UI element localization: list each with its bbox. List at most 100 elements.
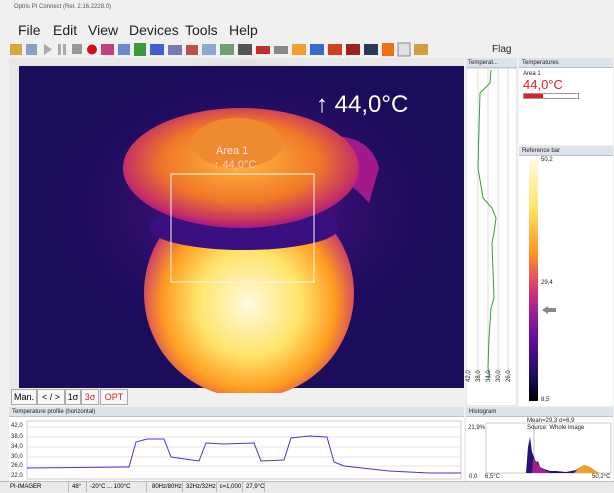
icon-digits[interactable]	[238, 44, 252, 55]
vertical-profile-plot	[466, 68, 517, 406]
icon-stop[interactable]	[72, 44, 82, 54]
icon-graph[interactable]	[202, 44, 216, 55]
menu-item[interactable]: Devices	[129, 22, 179, 38]
panel-header	[519, 146, 613, 156]
area-value: ↑ 44,0°C	[214, 159, 257, 171]
icon-play[interactable]	[44, 44, 52, 55]
axis-label: 34,0	[486, 370, 492, 382]
icon-hand[interactable]	[292, 44, 306, 55]
window-title: Optris PI Connect (Rel. 2.16.2228.0)	[14, 4, 112, 10]
toolbar-label[interactable]: Flag	[492, 44, 512, 55]
axis-label: 26,0	[11, 463, 23, 469]
icon-scale[interactable]	[382, 43, 394, 56]
menu-item[interactable]: File	[18, 22, 41, 38]
horizontal-profile-plot	[9, 417, 464, 481]
scale-pointer	[542, 306, 556, 314]
icon-settings[interactable]	[364, 44, 378, 55]
icon-pause[interactable]	[58, 44, 61, 55]
icon-fit[interactable]	[310, 44, 324, 55]
scale-label: 29,4	[541, 280, 553, 286]
axis-label: 42,0	[466, 370, 472, 382]
histogram-stats: Mean=29,3 σ=6,9	[527, 418, 575, 424]
mode-button[interactable]: OPT	[100, 389, 128, 405]
scale-label: 8,5	[541, 397, 550, 403]
icon-tool[interactable]	[186, 45, 198, 55]
panel-title: Temperature profile (horizontal)	[12, 409, 96, 415]
status-bar	[0, 481, 614, 493]
axis-label: 30,0	[496, 370, 502, 382]
icon-graph[interactable]	[220, 44, 234, 55]
mode-button[interactable]: Man.	[11, 389, 37, 405]
plot-area	[485, 422, 612, 474]
lid-knob	[192, 118, 282, 168]
pointer-arrow	[542, 306, 556, 314]
measure-area[interactable]	[170, 173, 315, 283]
plot-area	[26, 420, 462, 480]
scale-label: 50,2	[541, 157, 553, 163]
panel-title: Temperat...	[468, 60, 499, 66]
axis-label: 38,0	[476, 370, 482, 382]
axis-label: 50,2°C	[592, 474, 611, 480]
panel-header	[9, 407, 464, 417]
menu-item[interactable]: View	[88, 22, 119, 38]
icon-line[interactable]	[256, 46, 270, 54]
status-field: 32Hz/32Hz	[186, 482, 217, 492]
icon-scale[interactable]	[397, 42, 411, 57]
axis-label: 26,0	[506, 370, 512, 382]
status-field: 80Hz/80Hz	[152, 482, 183, 492]
level-bar	[523, 93, 579, 99]
status-field: 27,9°C	[246, 482, 265, 492]
histogram-bars	[532, 459, 550, 473]
axis-label: 38,0	[11, 434, 23, 440]
area-temperature: 44,0°C	[523, 77, 563, 92]
icon-open[interactable]	[10, 44, 22, 55]
panel-header	[466, 407, 613, 417]
axis-label: 6,5°C	[485, 474, 501, 480]
axis-label: 22,0	[11, 473, 23, 479]
kettle-lid	[123, 108, 359, 228]
panel-title: Reference bar	[522, 148, 561, 154]
mode-button[interactable]: < / >	[37, 389, 65, 405]
icon-pause[interactable]	[63, 44, 66, 55]
icon-snapshot[interactable]	[101, 44, 114, 55]
icon-record[interactable]	[87, 44, 97, 55]
axis-label: 42,0	[11, 423, 23, 429]
area-label: Area 1	[523, 71, 541, 77]
area-label: Area 1	[216, 145, 249, 157]
axis-label: 0,0	[469, 474, 478, 480]
histogram-plot	[466, 417, 613, 481]
icon-ruler[interactable]	[274, 46, 288, 54]
icon-palette[interactable]	[134, 43, 146, 56]
color-scale	[529, 159, 538, 401]
icon-flag[interactable]	[414, 44, 428, 55]
mode-button[interactable]: 1σ	[65, 389, 81, 405]
panel-body	[519, 68, 613, 145]
plot-area	[466, 68, 517, 406]
max-temperature: ↑ 44,0°C	[316, 91, 409, 118]
icon-bars[interactable]	[346, 44, 360, 55]
menu-item[interactable]: Edit	[53, 22, 78, 38]
histogram-source: Source: Whole image	[527, 425, 585, 431]
histogram-bars	[574, 465, 600, 473]
menu-item[interactable]: Tools	[185, 22, 218, 38]
icon-copy[interactable]	[118, 44, 130, 55]
status-field: ε=1,000	[220, 482, 243, 492]
axis-label: 34,0	[11, 444, 23, 450]
panel-title: Temperatures	[522, 60, 559, 66]
panel-header	[519, 58, 613, 68]
profile-line	[26, 435, 461, 474]
panel-title: Histogram	[469, 409, 497, 415]
status-field: -20°C ... 100°C	[88, 482, 147, 492]
mode-button[interactable]: 3σ	[81, 389, 99, 405]
axis-label: 21,9%	[468, 425, 486, 431]
icon-save[interactable]	[26, 44, 37, 55]
axis-label: 30,0	[11, 454, 23, 460]
icon-palette[interactable]	[328, 44, 342, 55]
ruler-left	[9, 66, 19, 393]
icon-layout[interactable]	[168, 45, 182, 55]
status-field: 48°	[70, 482, 87, 492]
menu-item[interactable]: Help	[229, 22, 258, 38]
icon-histogram[interactable]	[150, 44, 164, 55]
toolbar	[10, 42, 428, 57]
